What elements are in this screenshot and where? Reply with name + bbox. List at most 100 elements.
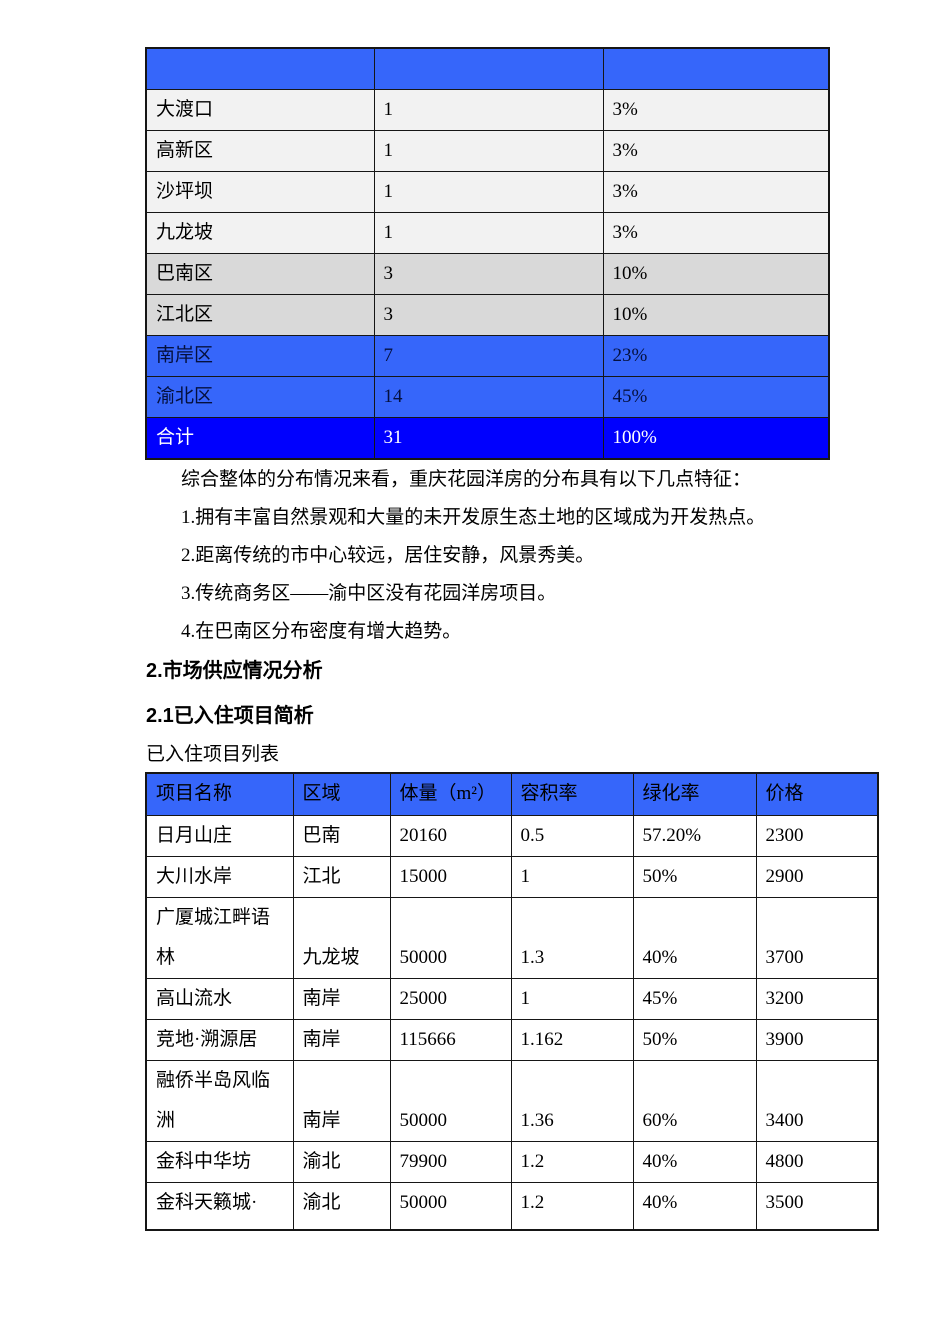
- share-cell: 100%: [602, 416, 830, 459]
- projects-table: 项目名称 区域 体量（m²） 容积率 绿化率 价格 日月山庄 巴南 20160 …: [145, 771, 879, 1231]
- green-rate-cell: 60%: [632, 1060, 757, 1142]
- count-cell: 1: [373, 211, 604, 254]
- total-row: 合计 31 100%: [145, 416, 830, 459]
- green-rate-cell: 40%: [632, 897, 757, 979]
- green-rate-cell: 50%: [632, 856, 757, 898]
- summary-point: 4.在巴南区分布密度有增大趋势。: [181, 620, 462, 642]
- volume-cell: 50000: [389, 1182, 512, 1230]
- table-row: 金科中华坊 渝北 79900 1.2 40% 4800: [145, 1141, 879, 1183]
- document-page: 大渡口 1 3% 高新区 1 3% 沙坪坝 1 3% 九龙坡 1 3% 巴南区: [145, 47, 950, 1231]
- project-name-cell: 日月山庄: [145, 815, 294, 857]
- price-cell: 3500: [755, 1182, 879, 1230]
- column-header: 区域: [292, 772, 391, 816]
- table-row: 南岸区 7 23%: [145, 334, 830, 377]
- district-cell: 渝北区: [145, 375, 375, 418]
- count-cell: 3: [373, 293, 604, 336]
- project-name-cell: 金科天籁城·: [145, 1182, 294, 1230]
- district-cell: 沙坪坝: [145, 170, 375, 213]
- district-cell: 渝北: [292, 1182, 391, 1230]
- count-cell: 1: [373, 129, 604, 172]
- table-row: 日月山庄 巴南 20160 0.5 57.20% 2300: [145, 815, 879, 857]
- distribution-header-cell: [373, 47, 604, 90]
- table-row: 高山流水 南岸 25000 1 45% 3200: [145, 978, 879, 1020]
- share-cell: 10%: [602, 252, 830, 295]
- summary-intro: 综合整体的分布情况来看，重庆花园洋房的分布具有以下几点特征：: [181, 468, 752, 490]
- table-row: 大渡口 1 3%: [145, 88, 830, 131]
- table-row: 九龙坡 1 3%: [145, 211, 830, 254]
- summary-block: 综合整体的分布情况来看，重庆花园洋房的分布具有以下几点特征： 1.拥有丰富自然景…: [181, 470, 950, 641]
- green-rate-cell: 50%: [632, 1019, 757, 1061]
- price-cell: 2300: [755, 815, 879, 857]
- district-cell: 合计: [145, 416, 375, 459]
- table-row: 江北区 3 10%: [145, 293, 830, 336]
- section-heading: 2.市场供应情况分析: [146, 659, 323, 682]
- column-header: 体量（m²）: [389, 772, 512, 816]
- price-cell: 4800: [755, 1141, 879, 1183]
- district-cell: 南岸: [292, 1060, 391, 1142]
- distribution-header-cell: [145, 47, 375, 90]
- table-row: 沙坪坝 1 3%: [145, 170, 830, 213]
- district-cell: 江北: [292, 856, 391, 898]
- table-row: 金科天籁城· 渝北 50000 1.2 40% 3500: [145, 1182, 879, 1230]
- share-cell: 45%: [602, 375, 830, 418]
- distribution-header-cell: [602, 47, 830, 90]
- volume-cell: 50000: [389, 1060, 512, 1142]
- district-cell: 南岸区: [145, 334, 375, 377]
- table-caption: 已入住项目列表: [146, 743, 280, 765]
- table-row: 广厦城江畔语 林 九龙坡 50000 1.3 40% 3700: [145, 897, 879, 979]
- table-row: 高新区 1 3%: [145, 129, 830, 172]
- project-name-cell: 金科中华坊: [145, 1141, 294, 1183]
- table-row: 巴南区 3 10%: [145, 252, 830, 295]
- table-row: 大川水岸 江北 15000 1 50% 2900: [145, 856, 879, 898]
- plot-ratio-cell: 1: [510, 856, 634, 898]
- district-cell: 南岸: [292, 978, 391, 1020]
- plot-ratio-cell: 1: [510, 978, 634, 1020]
- volume-cell: 50000: [389, 897, 512, 979]
- count-cell: 7: [373, 334, 604, 377]
- district-cell: 江北区: [145, 293, 375, 336]
- summary-point: 1.拥有丰富自然景观和大量的未开发原生态土地的区域成为开发热点。: [181, 506, 766, 528]
- price-cell: 3700: [755, 897, 879, 979]
- volume-cell: 79900: [389, 1141, 512, 1183]
- column-header: 项目名称: [145, 772, 294, 816]
- share-cell: 23%: [602, 334, 830, 377]
- share-cell: 3%: [602, 170, 830, 213]
- district-cell: 大渡口: [145, 88, 375, 131]
- plot-ratio-cell: 1.36: [510, 1060, 634, 1142]
- projects-header-row: 项目名称 区域 体量（m²） 容积率 绿化率 价格: [145, 772, 879, 816]
- volume-cell: 20160: [389, 815, 512, 857]
- green-rate-cell: 57.20%: [632, 815, 757, 857]
- district-cell: 高新区: [145, 129, 375, 172]
- price-cell: 3900: [755, 1019, 879, 1061]
- price-cell: 3400: [755, 1060, 879, 1142]
- plot-ratio-cell: 1.162: [510, 1019, 634, 1061]
- project-name-cell: 竞地·溯源居: [145, 1019, 294, 1061]
- share-cell: 3%: [602, 88, 830, 131]
- district-cell: 巴南区: [145, 252, 375, 295]
- green-rate-cell: 40%: [632, 1182, 757, 1230]
- district-cell: 巴南: [292, 815, 391, 857]
- district-cell: 九龙坡: [145, 211, 375, 254]
- count-cell: 1: [373, 88, 604, 131]
- column-header: 价格: [755, 772, 879, 816]
- distribution-header-row: [145, 47, 830, 90]
- plot-ratio-cell: 0.5: [510, 815, 634, 857]
- volume-cell: 115666: [389, 1019, 512, 1061]
- subsection-heading: 2.1已入住项目简析: [146, 704, 314, 727]
- table-row: 渝北区 14 45%: [145, 375, 830, 418]
- district-cell: 渝北: [292, 1141, 391, 1183]
- green-rate-cell: 40%: [632, 1141, 757, 1183]
- plot-ratio-cell: 1.2: [510, 1141, 634, 1183]
- price-cell: 2900: [755, 856, 879, 898]
- district-cell: 南岸: [292, 1019, 391, 1061]
- count-cell: 3: [373, 252, 604, 295]
- count-cell: 1: [373, 170, 604, 213]
- summary-point: 3.传统商务区——渝中区没有花园洋房项目。: [181, 582, 557, 604]
- plot-ratio-cell: 1.2: [510, 1182, 634, 1230]
- column-header: 绿化率: [632, 772, 757, 816]
- project-name-cell: 高山流水: [145, 978, 294, 1020]
- share-cell: 3%: [602, 211, 830, 254]
- count-cell: 14: [373, 375, 604, 418]
- project-name-cell: 大川水岸: [145, 856, 294, 898]
- column-header: 容积率: [510, 772, 634, 816]
